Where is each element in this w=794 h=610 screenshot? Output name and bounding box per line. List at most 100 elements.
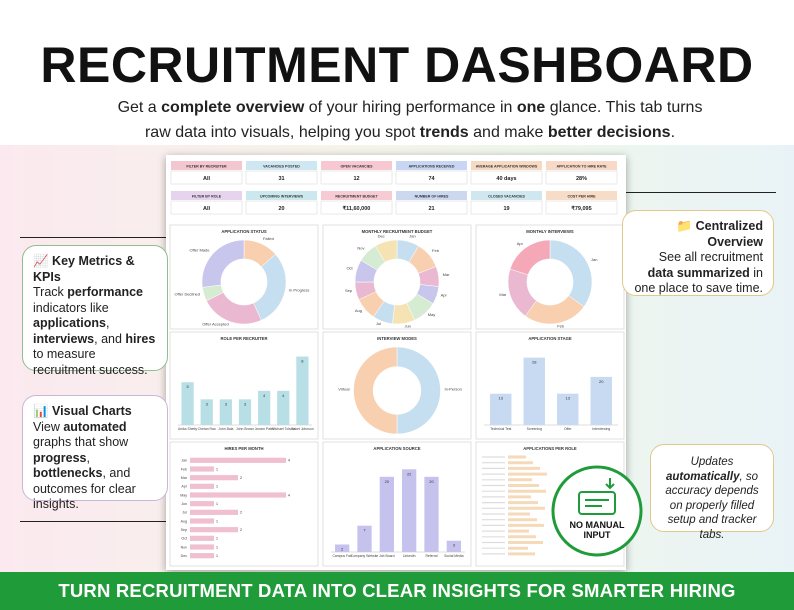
panel-title: APPLICATIONS PER ROLE [523, 446, 577, 451]
slice-label: In Progress [289, 288, 309, 293]
slice-label: Aug [355, 308, 362, 313]
footer: TURN RECRUITMENT DATA INTO CLEAR INSIGHT… [0, 572, 794, 610]
bar-label: 1 [216, 502, 218, 506]
y-tick-label: Sep [181, 528, 187, 532]
x-tick-label: Interviewing [592, 427, 610, 431]
bar-label: 1 [216, 519, 218, 523]
x-tick-label: Saket Johnson [291, 427, 314, 431]
text: , and [94, 331, 126, 346]
bar [557, 393, 579, 425]
panel-title: MONTHLY INTERVIEWS [526, 229, 574, 234]
text: better decisions [547, 124, 671, 141]
text: interviews [33, 331, 95, 346]
donut-slice [549, 239, 593, 308]
connector [610, 192, 776, 193]
bar-label: 2 [240, 511, 242, 515]
bar [219, 399, 232, 425]
slice-label: In-Person [445, 387, 462, 392]
callout-heading: 📊 Visual Charts [33, 404, 132, 418]
slice-label: Mar [443, 272, 451, 277]
slice-label: Mar [499, 292, 507, 297]
text: hires [125, 331, 156, 346]
kpi-value: 40 days [496, 176, 516, 182]
kpi-header [471, 161, 542, 170]
bar [357, 525, 372, 552]
slice-label: Dec [378, 234, 385, 239]
bar-label: 1 [216, 554, 218, 558]
bar [296, 356, 309, 425]
connector [20, 237, 170, 238]
icon [605, 478, 615, 490]
y-tick-label: Nov [181, 545, 188, 549]
kpi-box [245, 200, 318, 215]
kpi-value: 19 [503, 206, 509, 212]
kpi-header [396, 161, 467, 170]
kpi-value: All [203, 176, 211, 182]
panel-title: APPLICATION SOURCE [373, 446, 420, 451]
bar-label: 3 [225, 401, 228, 406]
bar-label: 3 [453, 543, 456, 548]
kpi-box [170, 200, 243, 215]
kpi-value: All [203, 206, 211, 212]
title: RECRUITMENT DASHBOARD [40, 37, 754, 93]
text: View [33, 419, 64, 434]
slice-label: Apr [517, 241, 524, 246]
bar-label: 7 [363, 528, 366, 533]
bar [523, 357, 545, 425]
kpi-label: NUMBER OF HIRES [415, 194, 449, 198]
kpi-header [321, 161, 392, 170]
kpi-label: OPEN VACANCIES [340, 164, 373, 168]
bar [446, 540, 461, 552]
x-tick-label: Technical Test [490, 427, 511, 431]
text: to measure recruitment success. [33, 347, 148, 377]
subtitle: Get a complete overview of your hiring p… [110, 95, 710, 145]
x-tick-label: LinkedIn [403, 554, 416, 558]
text: indicators like [33, 300, 109, 315]
kpi-label: VACANCIES POSTED [263, 164, 300, 168]
kpi-label: FILTER BY ROLE [192, 194, 222, 198]
panel-title: ROLE PER RECRUITER [221, 336, 268, 341]
bar-label: 4 [282, 393, 285, 398]
panel-title: HIRES PER MONTH [224, 446, 263, 451]
bar [258, 390, 271, 425]
y-tick-label: Jan [181, 459, 187, 463]
callout: Updates automatically, so accuracy depen… [650, 444, 774, 541]
bar [490, 393, 512, 425]
x-tick-label: Company Website [351, 554, 379, 558]
kpi-box [320, 200, 393, 215]
kpi-box [395, 170, 468, 185]
kpi-box [545, 200, 618, 215]
bar-label: 4 [263, 393, 266, 398]
kpi-value: 12 [353, 176, 359, 182]
kpi-value: 74 [428, 176, 435, 182]
bar [190, 509, 238, 515]
bar [181, 382, 194, 425]
kpi-box [395, 200, 468, 215]
x-tick-label: Chetan Rao [198, 427, 216, 431]
kpi-header [546, 191, 617, 200]
bar-label: 8 [301, 359, 304, 364]
text: applications [33, 316, 106, 330]
bar [190, 535, 214, 541]
slice-label: Feb [432, 248, 440, 253]
kpi-label: UPCOMING INTERVIEWS [260, 194, 304, 198]
bar [190, 544, 214, 550]
x-tick-label: Screening [527, 427, 542, 431]
text: , [86, 450, 90, 465]
kpi-header [321, 191, 392, 200]
kpi-box [470, 170, 543, 185]
text: graphs that show [33, 435, 129, 449]
panel-title: APPLICATION STAGE [528, 336, 572, 341]
text: trends [419, 124, 469, 141]
callout-heading: 📈 Key Metrics & KPIs [33, 254, 135, 284]
x-tick-label: Michael Tolson [272, 427, 294, 431]
bar [379, 476, 394, 552]
bar [277, 390, 290, 425]
slice-label: Virtual [338, 387, 349, 392]
donut-slice [353, 346, 398, 435]
y-tick-label: May [180, 493, 187, 497]
badge-label: NO MANUAL INPUT [570, 520, 625, 540]
kpi-header [246, 191, 317, 200]
kpi-header [171, 161, 242, 170]
